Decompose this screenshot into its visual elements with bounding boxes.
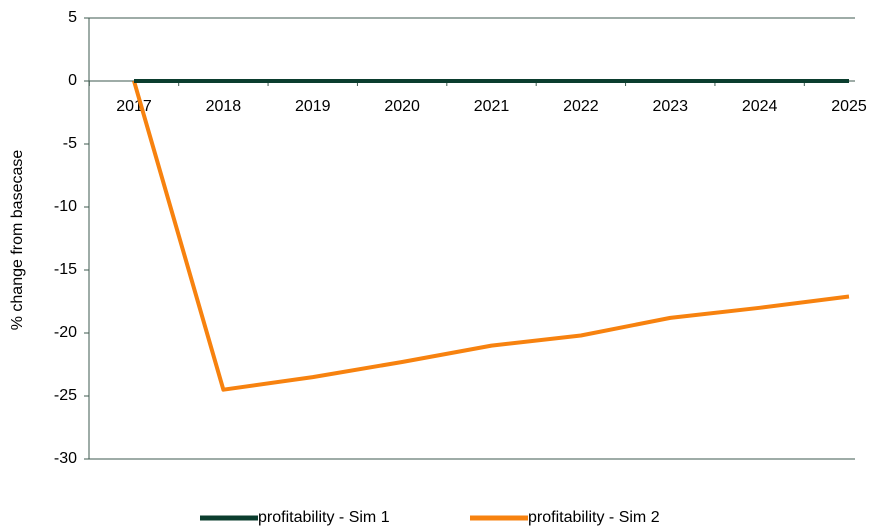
y-tick-label: -15	[54, 261, 77, 278]
series-line	[132, 80, 850, 392]
y-tick-label: -5	[63, 135, 77, 152]
legend-label: profitability - Sim 1	[258, 509, 390, 526]
x-tick-label: 2023	[652, 98, 688, 115]
x-tick-label: 2017	[116, 98, 152, 115]
x-tick-label: 2019	[295, 98, 331, 115]
legend-label: profitability - Sim 2	[528, 509, 660, 526]
y-tick-label: 5	[68, 9, 77, 26]
y-tick-label: -25	[54, 387, 77, 404]
x-tick-label: 2024	[742, 98, 778, 115]
y-tick-label: 0	[68, 72, 77, 89]
y-tick-label: -10	[54, 198, 77, 215]
y-tick-label: -30	[54, 450, 77, 467]
y-axis-label: % change from basecase	[9, 150, 26, 331]
x-tick-label: 2018	[206, 98, 242, 115]
y-tick-label: -20	[54, 324, 77, 341]
x-tick-label: 2020	[384, 98, 420, 115]
x-tick-label: 2022	[563, 98, 599, 115]
x-tick-label: 2025	[831, 98, 867, 115]
x-tick-label: 2021	[474, 98, 510, 115]
